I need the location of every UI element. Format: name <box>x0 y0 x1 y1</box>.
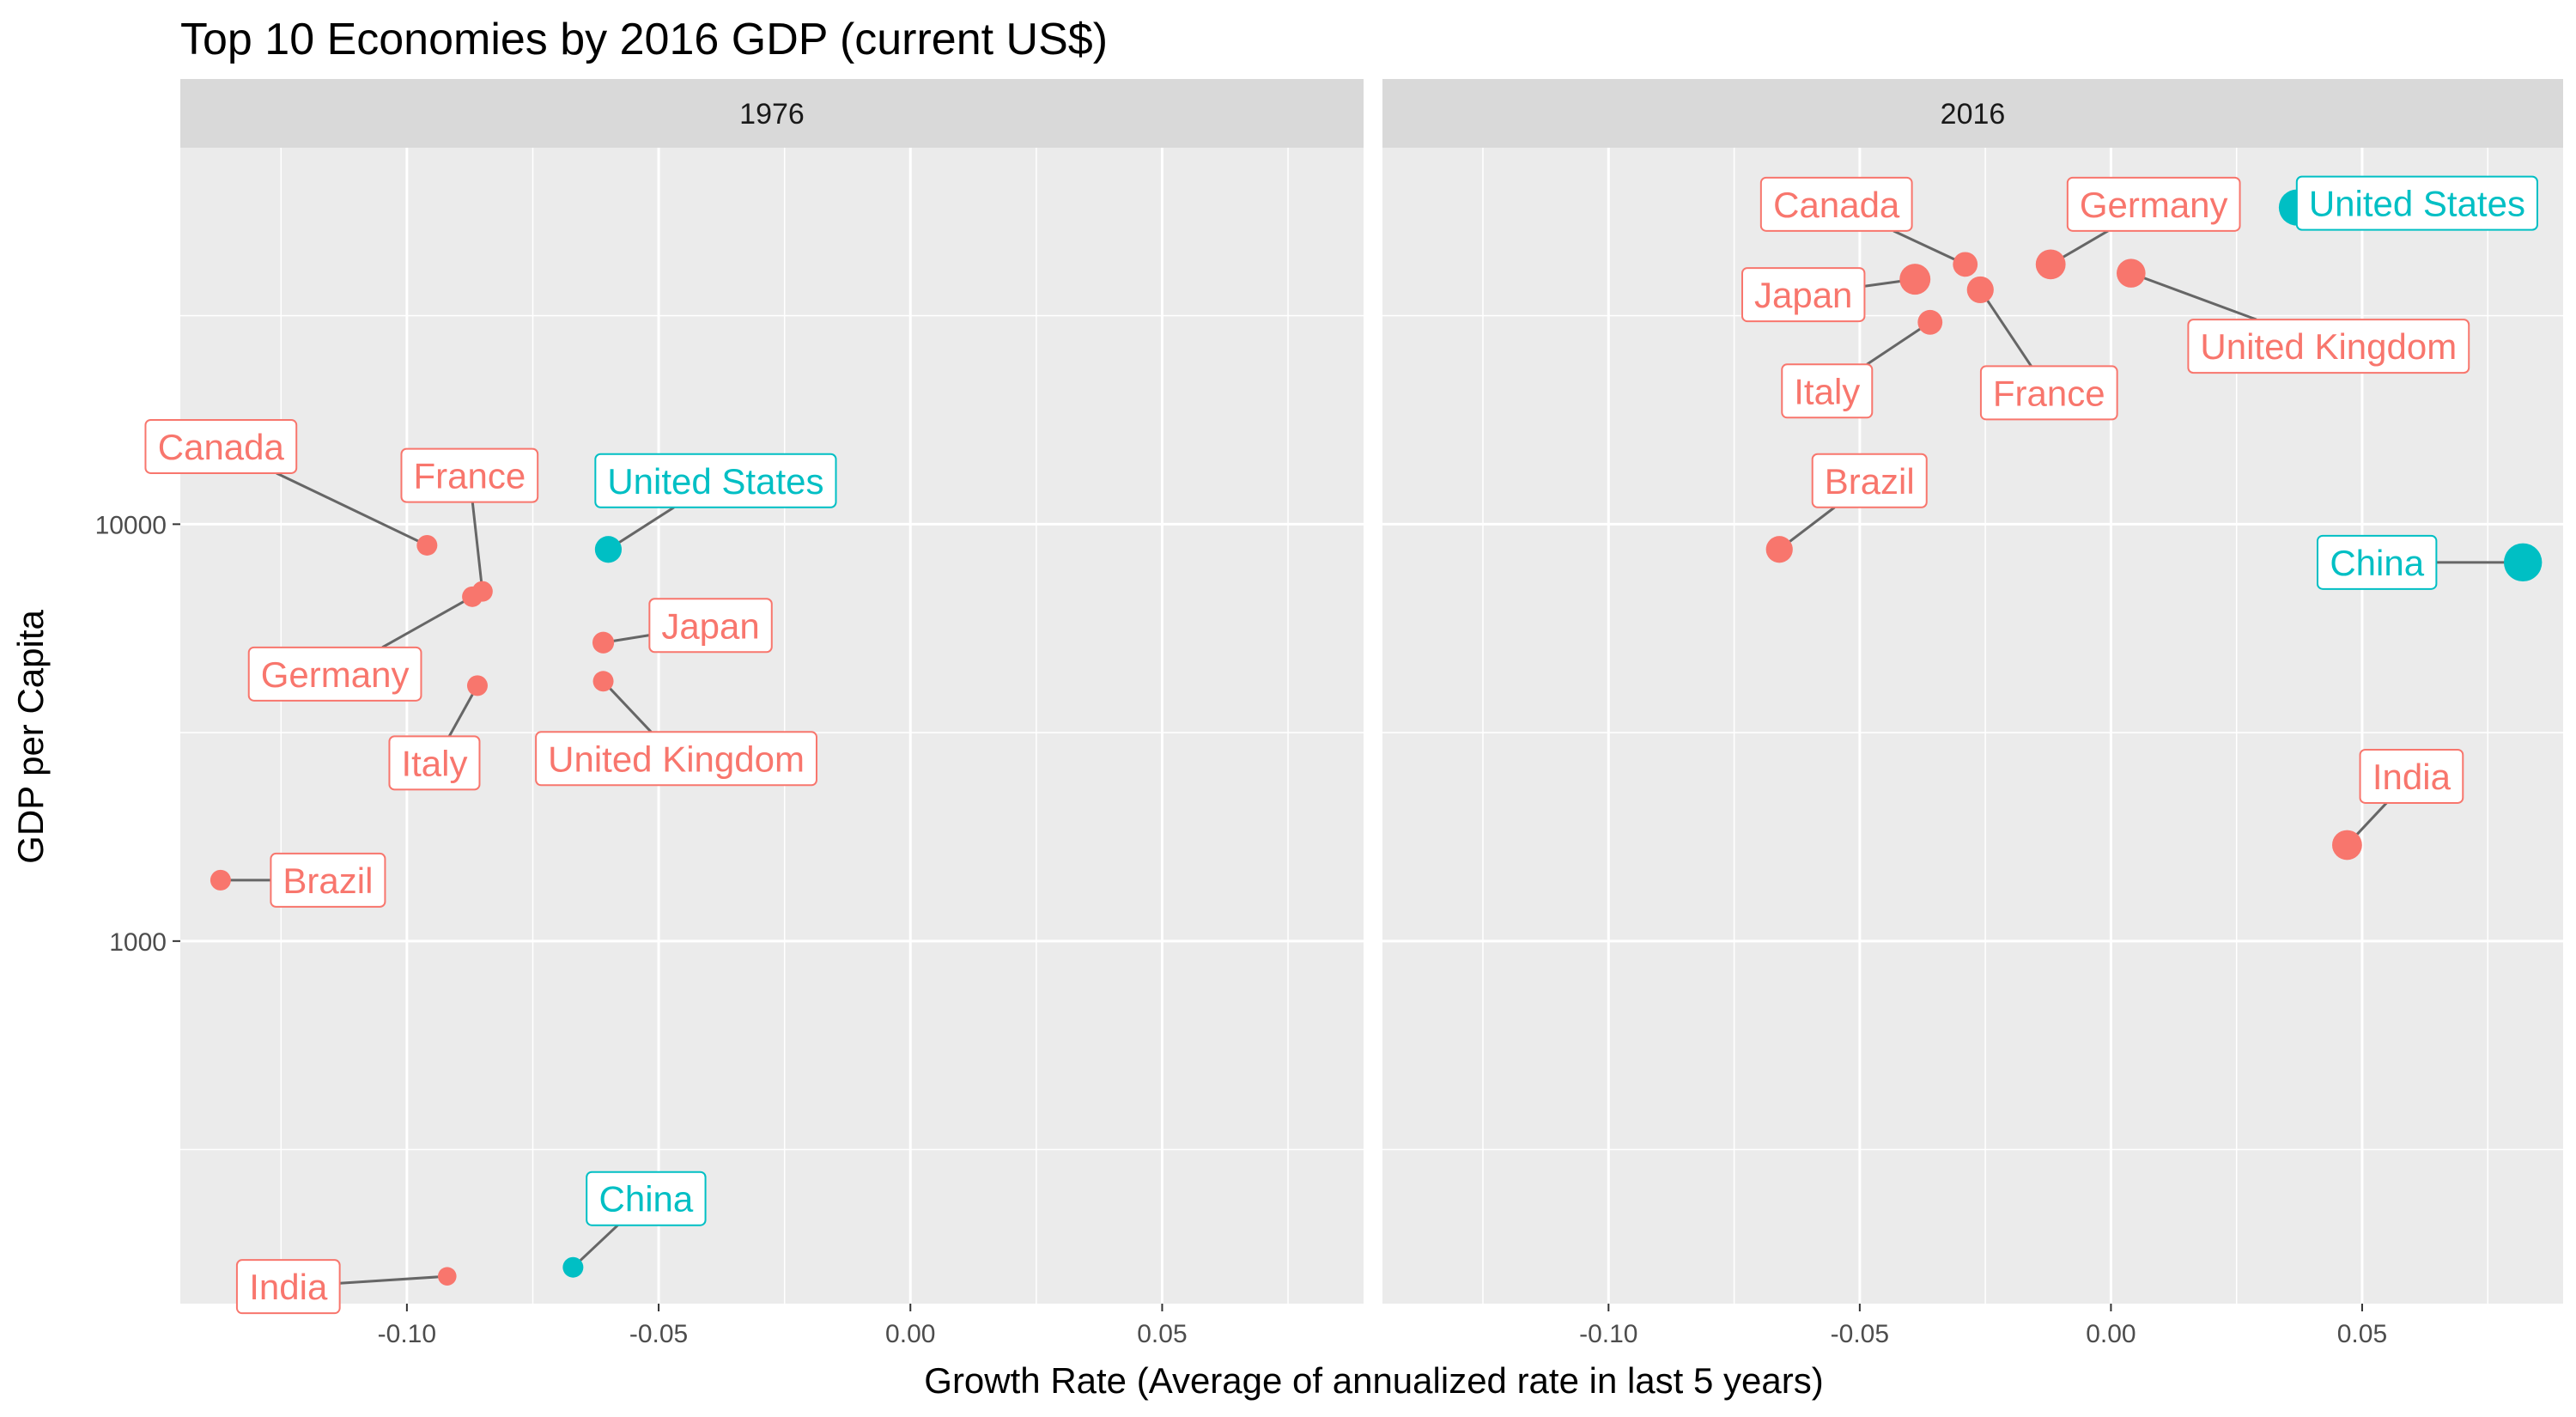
data-label-text: India <box>2372 757 2451 797</box>
facet-panel-1976: 1976 -0.10 -0.05 0.00 0.05 1000 10000 Canada Fra… <box>95 79 1364 1348</box>
data-label-box <box>1811 453 1928 508</box>
x-tick-label: -0.05 <box>629 1320 688 1348</box>
facet-strip-label: 2016 <box>1941 98 2006 131</box>
label-connector <box>2130 271 2257 321</box>
point-layer <box>210 471 675 1286</box>
data-label-box <box>400 447 539 503</box>
data-label-text: United Kingdom <box>2200 326 2457 367</box>
data-point <box>2035 249 2066 280</box>
facet-strip <box>180 79 1364 148</box>
x-tick-label: 0.00 <box>2086 1320 2136 1348</box>
y-tick-label: 1000 <box>109 928 167 957</box>
data-point <box>592 671 614 692</box>
data-label-box <box>2359 748 2464 804</box>
data-label-text: Italy <box>1794 371 1860 411</box>
data-label-text: Canada <box>158 427 285 467</box>
data-label-text: United Kingdom <box>548 739 805 779</box>
data-point <box>592 631 615 654</box>
data-label-text: India <box>249 1267 328 1307</box>
data-point <box>1899 264 1931 295</box>
data-point <box>2503 543 2543 582</box>
data-label-box <box>235 1259 341 1315</box>
label-layer: Canada Japan France Italy Germany United Stat… <box>1741 175 2538 804</box>
label-connector <box>381 595 473 649</box>
data-point <box>437 1267 457 1286</box>
data-label-text: United States <box>607 461 823 502</box>
data-label-box <box>594 453 837 508</box>
x-tick-label: 0.00 <box>885 1320 935 1348</box>
data-label-text: Brazil <box>1825 461 1915 502</box>
data-point <box>1953 252 1978 277</box>
label-connector <box>1979 289 2032 368</box>
x-tick-label: -0.10 <box>378 1320 436 1348</box>
data-point <box>1917 309 1943 335</box>
data-label-text: Italy <box>401 743 467 783</box>
data-label-text: Canada <box>1773 185 1900 225</box>
data-label-box <box>2066 176 2241 232</box>
facet-panels: 1976 -0.10 -0.05 0.00 0.05 1000 10000 Canada Fra… <box>95 79 2563 1348</box>
label-layer: Canada France Germany United States Japan Ita… <box>144 418 837 1315</box>
data-point <box>1765 536 1793 563</box>
label-connector <box>1893 229 1966 266</box>
data-point <box>210 869 231 891</box>
facet-strip-label: 1976 <box>739 98 805 131</box>
data-label-box <box>2295 175 2538 231</box>
data-label-text: China <box>2330 543 2424 583</box>
data-label-box <box>144 418 298 474</box>
data-label-box <box>535 731 817 787</box>
data-label-box <box>1741 267 1866 323</box>
data-label-text: Germany <box>2080 185 2228 225</box>
data-label-box <box>388 735 481 791</box>
data-label-text: Brazil <box>283 861 373 901</box>
x-tick-label: 0.05 <box>2337 1320 2387 1348</box>
label-connector <box>471 502 484 592</box>
label-connector <box>276 471 428 547</box>
x-tick-label: 0.05 <box>1137 1320 1187 1348</box>
data-label-box <box>648 598 773 654</box>
data-label-box <box>1781 363 1874 419</box>
data-point <box>2117 258 2146 288</box>
data-label-text: France <box>1993 373 2105 413</box>
data-label-box <box>247 646 422 702</box>
data-point <box>462 586 483 607</box>
data-point <box>594 536 623 563</box>
data-label-text: China <box>599 1179 694 1219</box>
data-point <box>1966 276 1994 304</box>
chart-title: Top 10 Economies by 2016 GDP (current US… <box>180 15 1108 64</box>
data-label-box <box>1979 365 2118 421</box>
x-tick-label: -0.10 <box>1579 1320 1637 1348</box>
data-label-text: Japan <box>1754 275 1852 315</box>
x-tick-label: -0.05 <box>1831 1320 1889 1348</box>
data-label-box <box>1759 176 1913 232</box>
x-axis-label: Growth Rate (Average of annualized rate … <box>924 1360 1823 1401</box>
data-label-box <box>2317 534 2438 590</box>
data-point <box>2332 830 2362 861</box>
data-label-box <box>2187 319 2470 374</box>
data-label-text: France <box>413 456 526 496</box>
data-point <box>416 534 438 556</box>
data-point <box>466 675 488 696</box>
label-connector <box>1866 321 1931 366</box>
panel-background <box>180 148 1364 1304</box>
y-axis-label: GDP per Capita <box>10 610 51 864</box>
y-tick-label: 10000 <box>95 511 167 539</box>
facet-strip <box>1382 79 2563 148</box>
label-connector <box>602 680 653 733</box>
data-point <box>562 1256 584 1278</box>
data-label-text: Japan <box>661 605 759 646</box>
data-label-text: Germany <box>261 654 410 695</box>
facet-panel-2016: 2016 -0.10 -0.05 0.00 0.05 Canada Japan France I… <box>1382 79 2563 1348</box>
label-connector <box>339 1274 447 1285</box>
data-label-text: United States <box>2309 184 2525 224</box>
data-label-box <box>586 1171 707 1226</box>
data-label-box <box>270 852 386 908</box>
